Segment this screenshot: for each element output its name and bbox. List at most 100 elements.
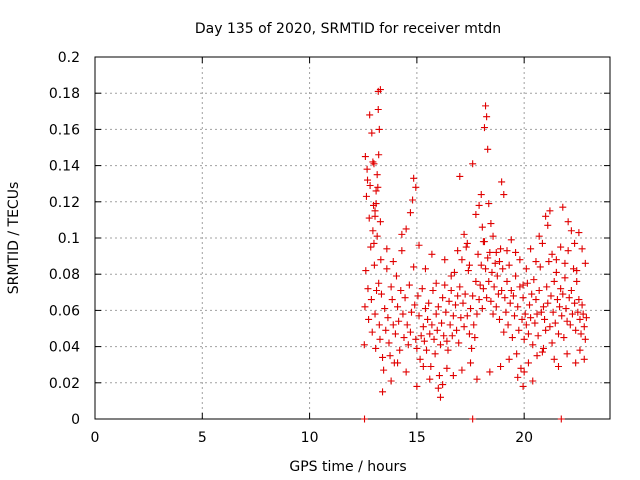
data-point bbox=[478, 305, 486, 313]
data-point bbox=[397, 286, 405, 294]
data-point bbox=[495, 315, 503, 323]
data-point bbox=[533, 310, 541, 318]
y-tick-label: 0.06 bbox=[49, 303, 80, 319]
data-point bbox=[549, 308, 557, 316]
data-point bbox=[567, 227, 575, 235]
data-point bbox=[556, 303, 564, 311]
data-point bbox=[582, 314, 590, 322]
data-point bbox=[402, 225, 410, 233]
data-point bbox=[519, 281, 527, 289]
data-point bbox=[383, 245, 391, 253]
data-point bbox=[435, 372, 443, 380]
data-point bbox=[520, 368, 528, 376]
plot-frame bbox=[94, 56, 611, 420]
data-point bbox=[403, 321, 411, 329]
data-point bbox=[392, 272, 400, 280]
data-point bbox=[494, 290, 502, 298]
data-point bbox=[547, 292, 555, 300]
data-point bbox=[471, 334, 479, 342]
data-point bbox=[398, 230, 406, 238]
data-point bbox=[387, 377, 395, 385]
data-point bbox=[425, 299, 433, 307]
data-point bbox=[463, 239, 471, 247]
data-point bbox=[566, 321, 574, 329]
data-point bbox=[373, 171, 381, 179]
data-point bbox=[372, 200, 380, 208]
data-point bbox=[439, 381, 447, 389]
data-point bbox=[402, 368, 410, 376]
data-point bbox=[458, 366, 466, 374]
data-point bbox=[455, 339, 463, 347]
data-point bbox=[401, 294, 409, 302]
data-point bbox=[551, 319, 559, 327]
data-point bbox=[507, 236, 515, 244]
data-point bbox=[458, 256, 466, 264]
data-point bbox=[469, 415, 477, 423]
data-point bbox=[482, 102, 490, 110]
data-point bbox=[394, 359, 402, 367]
data-point bbox=[447, 272, 455, 280]
data-point bbox=[426, 375, 434, 383]
data-point bbox=[465, 261, 473, 269]
data-point bbox=[385, 339, 393, 347]
data-point bbox=[576, 315, 584, 323]
data-point bbox=[515, 326, 523, 334]
data-point bbox=[370, 239, 378, 247]
data-point bbox=[428, 250, 436, 258]
data-point bbox=[386, 352, 394, 360]
data-point bbox=[416, 355, 424, 363]
x-tick-label: 20 bbox=[515, 430, 533, 446]
data-point bbox=[472, 277, 480, 285]
data-point bbox=[441, 256, 449, 264]
data-point bbox=[564, 247, 572, 255]
data-point bbox=[541, 315, 549, 323]
data-point bbox=[415, 312, 423, 320]
data-point bbox=[498, 286, 506, 294]
data-point bbox=[575, 296, 583, 304]
data-point bbox=[529, 377, 537, 385]
data-point bbox=[450, 268, 458, 276]
data-point bbox=[534, 332, 542, 340]
data-point bbox=[364, 285, 372, 293]
data-point bbox=[460, 230, 468, 238]
data-point bbox=[558, 312, 566, 320]
data-point bbox=[396, 346, 404, 354]
y-tick-label: 0.04 bbox=[49, 340, 80, 356]
data-point bbox=[561, 259, 569, 267]
data-point bbox=[388, 296, 396, 304]
data-point bbox=[384, 314, 392, 322]
data-point bbox=[457, 314, 465, 322]
data-point bbox=[485, 200, 493, 208]
chart-title: Day 135 of 2020, SRMTID for receiver mtd… bbox=[195, 21, 501, 37]
data-point bbox=[539, 344, 547, 352]
data-point bbox=[533, 352, 541, 360]
data-point bbox=[544, 299, 552, 307]
data-point bbox=[570, 265, 578, 273]
data-point bbox=[475, 201, 483, 209]
data-point bbox=[524, 330, 532, 338]
data-point bbox=[409, 196, 417, 204]
data-point bbox=[420, 337, 428, 345]
data-point bbox=[464, 267, 472, 275]
y-tick-label: 0.1 bbox=[58, 231, 80, 247]
data-point bbox=[391, 330, 399, 338]
data-point bbox=[545, 258, 553, 266]
data-point bbox=[473, 310, 481, 318]
data-point bbox=[509, 292, 517, 300]
data-point bbox=[426, 330, 434, 338]
data-point bbox=[572, 326, 580, 334]
data-point bbox=[411, 301, 419, 309]
data-point bbox=[500, 328, 508, 336]
data-point bbox=[372, 344, 380, 352]
data-point bbox=[443, 337, 451, 345]
data-point bbox=[469, 292, 477, 300]
data-point bbox=[477, 261, 485, 269]
data-point bbox=[568, 310, 576, 318]
data-point bbox=[535, 286, 543, 294]
data-point bbox=[434, 303, 442, 311]
data-point bbox=[531, 319, 539, 327]
data-point bbox=[424, 315, 432, 323]
data-point bbox=[492, 303, 500, 311]
data-point bbox=[557, 285, 565, 293]
data-point bbox=[423, 346, 431, 354]
